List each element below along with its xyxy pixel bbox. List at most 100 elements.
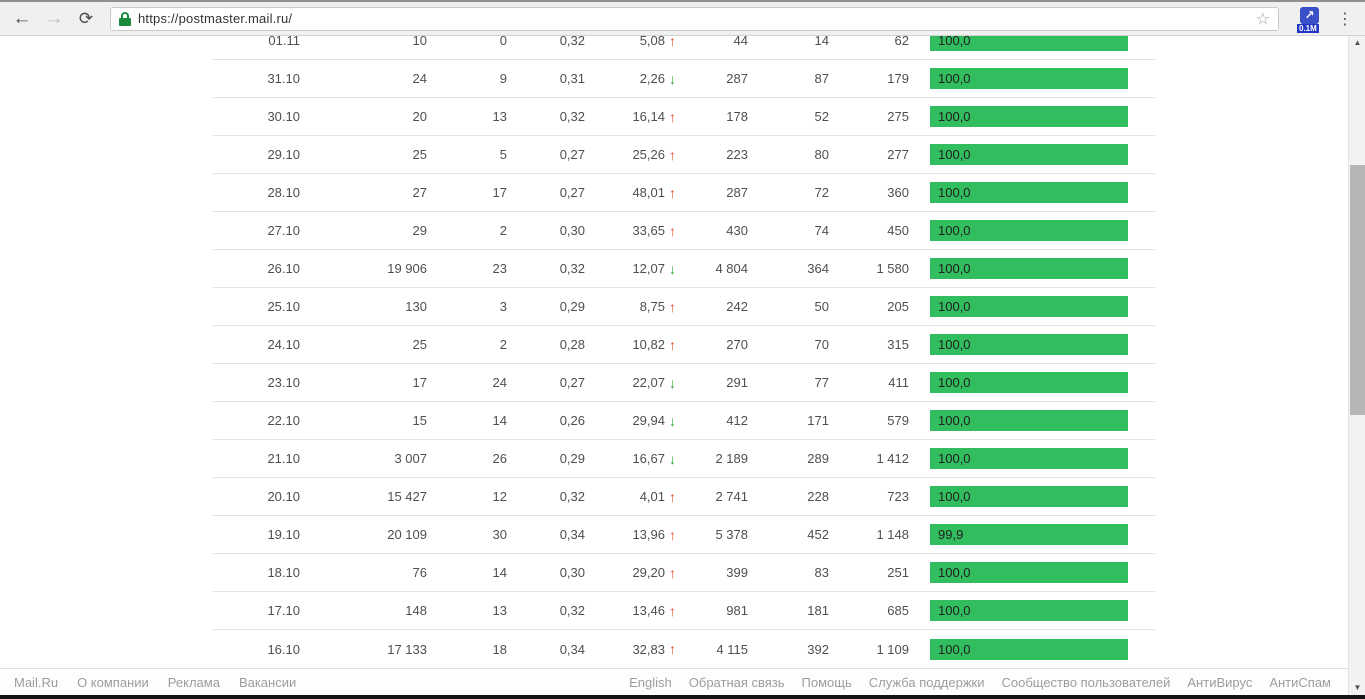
- cell-value-1: 20 109: [387, 527, 427, 542]
- extension-badge: 0.1M: [1297, 23, 1319, 33]
- scroll-down-arrow-icon[interactable]: ▼: [1353, 683, 1362, 692]
- cell-percent: 10,82 ↑: [632, 336, 676, 353]
- scrollbar[interactable]: ▲ ▼: [1348, 36, 1365, 695]
- table-row: 26.10 19 906 23 0,32 12,07 ↓ 4 804 364 1 …: [213, 250, 1155, 288]
- cell-value-3: 0,32: [559, 603, 585, 618]
- cell-date: 29.10: [267, 147, 300, 162]
- table-row: 24.10 25 2 0,28 10,82 ↑ 270 70 315 100,0: [213, 326, 1155, 364]
- url-text[interactable]: https://postmaster.mail.ru/: [138, 11, 293, 26]
- cell-value-2: 0: [499, 36, 507, 48]
- cell-date: 30.10: [267, 109, 300, 124]
- delivery-rate-bar: 100,0: [930, 258, 1128, 279]
- cell-value-6: 275: [887, 109, 909, 124]
- extension-button[interactable]: ↗ 0.1M: [1297, 5, 1323, 33]
- cell-percent: 13,96 ↑: [632, 526, 676, 543]
- cell-value-2: 12: [492, 489, 507, 504]
- page-content: 01.11 10 0 0,32 5,08 ↑ 44 14 62 100,0 31.…: [0, 36, 1365, 668]
- cell-value-4: 287: [726, 71, 748, 86]
- footer-link[interactable]: Обратная связь: [688, 674, 785, 690]
- cell-value-2: 13: [492, 603, 507, 618]
- cell-value-3: 0,27: [559, 375, 585, 390]
- cell-value-4: 4 115: [716, 641, 748, 657]
- cell-date: 19.10: [267, 527, 300, 542]
- cell-value-6: 685: [887, 603, 909, 618]
- cell-percent: 32,83 ↑: [632, 641, 676, 657]
- footer-link[interactable]: Служба поддержки: [868, 674, 985, 690]
- cell-value-5: 77: [814, 375, 829, 390]
- delivery-rate-bar: 100,0: [930, 334, 1128, 355]
- table-row: 21.10 3 007 26 0,29 16,67 ↓ 2 189 289 1 4…: [213, 440, 1155, 478]
- scroll-up-arrow-icon[interactable]: ▲: [1353, 38, 1362, 47]
- address-bar[interactable]: https://postmaster.mail.ru/ ☆: [110, 6, 1279, 31]
- trend-arrow-icon: ↓: [669, 450, 676, 467]
- window-bottom-edge: [0, 695, 1365, 699]
- cell-bar: 100,0: [909, 144, 1155, 165]
- browser-menu-button[interactable]: ⋮: [1333, 5, 1357, 33]
- footer-link[interactable]: Вакансии: [238, 674, 297, 690]
- cell-bar: 100,0: [909, 106, 1155, 127]
- cell-value-5: 181: [807, 603, 829, 618]
- footer-link[interactable]: Реклама: [167, 674, 220, 690]
- cell-percent: 16,14 ↑: [632, 108, 676, 125]
- cell-value-2: 24: [492, 375, 507, 390]
- cell-value-6: 1 580: [876, 261, 909, 276]
- delivery-rate-bar: 100,0: [930, 448, 1128, 469]
- scrollbar-thumb[interactable]: [1350, 165, 1365, 415]
- cell-value-1: 148: [405, 603, 427, 618]
- trend-arrow-icon: ↑: [669, 146, 676, 163]
- cell-value-3: 0,26: [559, 413, 585, 428]
- cell-bar: 100,0: [909, 296, 1155, 317]
- delivery-rate-bar: 100,0: [930, 296, 1128, 317]
- window-top-edge: [0, 0, 1365, 2]
- cell-value-6: 179: [887, 71, 909, 86]
- cell-value-6: 450: [887, 223, 909, 238]
- cell-value-1: 29: [412, 223, 427, 238]
- footer-link[interactable]: О компании: [77, 674, 149, 690]
- footer-link[interactable]: Mail.Ru: [14, 674, 59, 690]
- delivery-rate-bar: 100,0: [930, 68, 1128, 89]
- delivery-rate-bar: 100,0: [930, 220, 1128, 241]
- cell-date: 21.10: [267, 451, 300, 466]
- cell-value-2: 23: [492, 261, 507, 276]
- secure-lock-icon[interactable]: [119, 11, 131, 26]
- cell-value-4: 399: [726, 565, 748, 580]
- trend-arrow-icon: ↑: [669, 184, 676, 201]
- cell-percent: 5,08 ↑: [585, 36, 676, 48]
- footer-link[interactable]: АнтиВирус: [1187, 674, 1253, 690]
- footer-link[interactable]: АнтиСпам: [1269, 674, 1331, 690]
- cell-date: 01.11: [268, 36, 300, 48]
- cell-percent: 8,75 ↑: [639, 298, 676, 315]
- cell-percent: 33,65 ↑: [632, 222, 676, 239]
- table-row: 28.10 27 17 0,27 48,01 ↑ 287 72 360 100,0: [213, 174, 1155, 212]
- trend-arrow-icon: ↓: [669, 260, 676, 277]
- footer: Mail.Ru О компании Реклама Вакансии English…: [0, 668, 1365, 695]
- cell-percent: 29,94 ↓: [632, 412, 676, 429]
- cell-value-4: 2 189: [715, 451, 748, 466]
- cell-value-3: 0,30: [559, 223, 585, 238]
- cell-value-5: 364: [807, 261, 829, 276]
- footer-link[interactable]: Помощь: [801, 674, 852, 690]
- trend-arrow-icon: ↑: [669, 222, 676, 239]
- trend-arrow-icon: ↓: [669, 70, 676, 87]
- cell-bar: 100,0: [909, 410, 1155, 431]
- back-button[interactable]: ←: [8, 5, 36, 33]
- cell-value-2: 30: [492, 527, 507, 542]
- cell-date: 23.10: [267, 375, 300, 390]
- table-row: 30.10 20 13 0,32 16,14 ↑ 178 52 275 100,0: [213, 98, 1155, 136]
- cell-value-6: 1 412: [876, 451, 909, 466]
- bookmark-star-icon[interactable]: ☆: [1255, 10, 1270, 28]
- trend-arrow-icon: ↑: [669, 336, 676, 353]
- footer-link[interactable]: Сообщество пользователей: [1001, 674, 1171, 690]
- cell-percent: 25,26 ↑: [632, 146, 676, 163]
- cell-bar: 100,0: [909, 562, 1155, 583]
- table-row: 20.10 15 427 12 0,32 4,01 ↑ 2 741 228 723…: [213, 478, 1155, 516]
- footer-link[interactable]: English: [629, 674, 672, 690]
- cell-bar: 100,0: [909, 36, 1155, 51]
- forward-button[interactable]: →: [40, 5, 68, 33]
- cell-bar: 100,0: [909, 220, 1155, 241]
- trend-arrow-icon: ↑: [669, 602, 676, 619]
- trend-arrow-icon: ↑: [669, 108, 676, 125]
- reload-button[interactable]: ⟳: [72, 5, 100, 33]
- cell-value-3: 0,29: [559, 299, 585, 314]
- cell-value-2: 17: [492, 185, 507, 200]
